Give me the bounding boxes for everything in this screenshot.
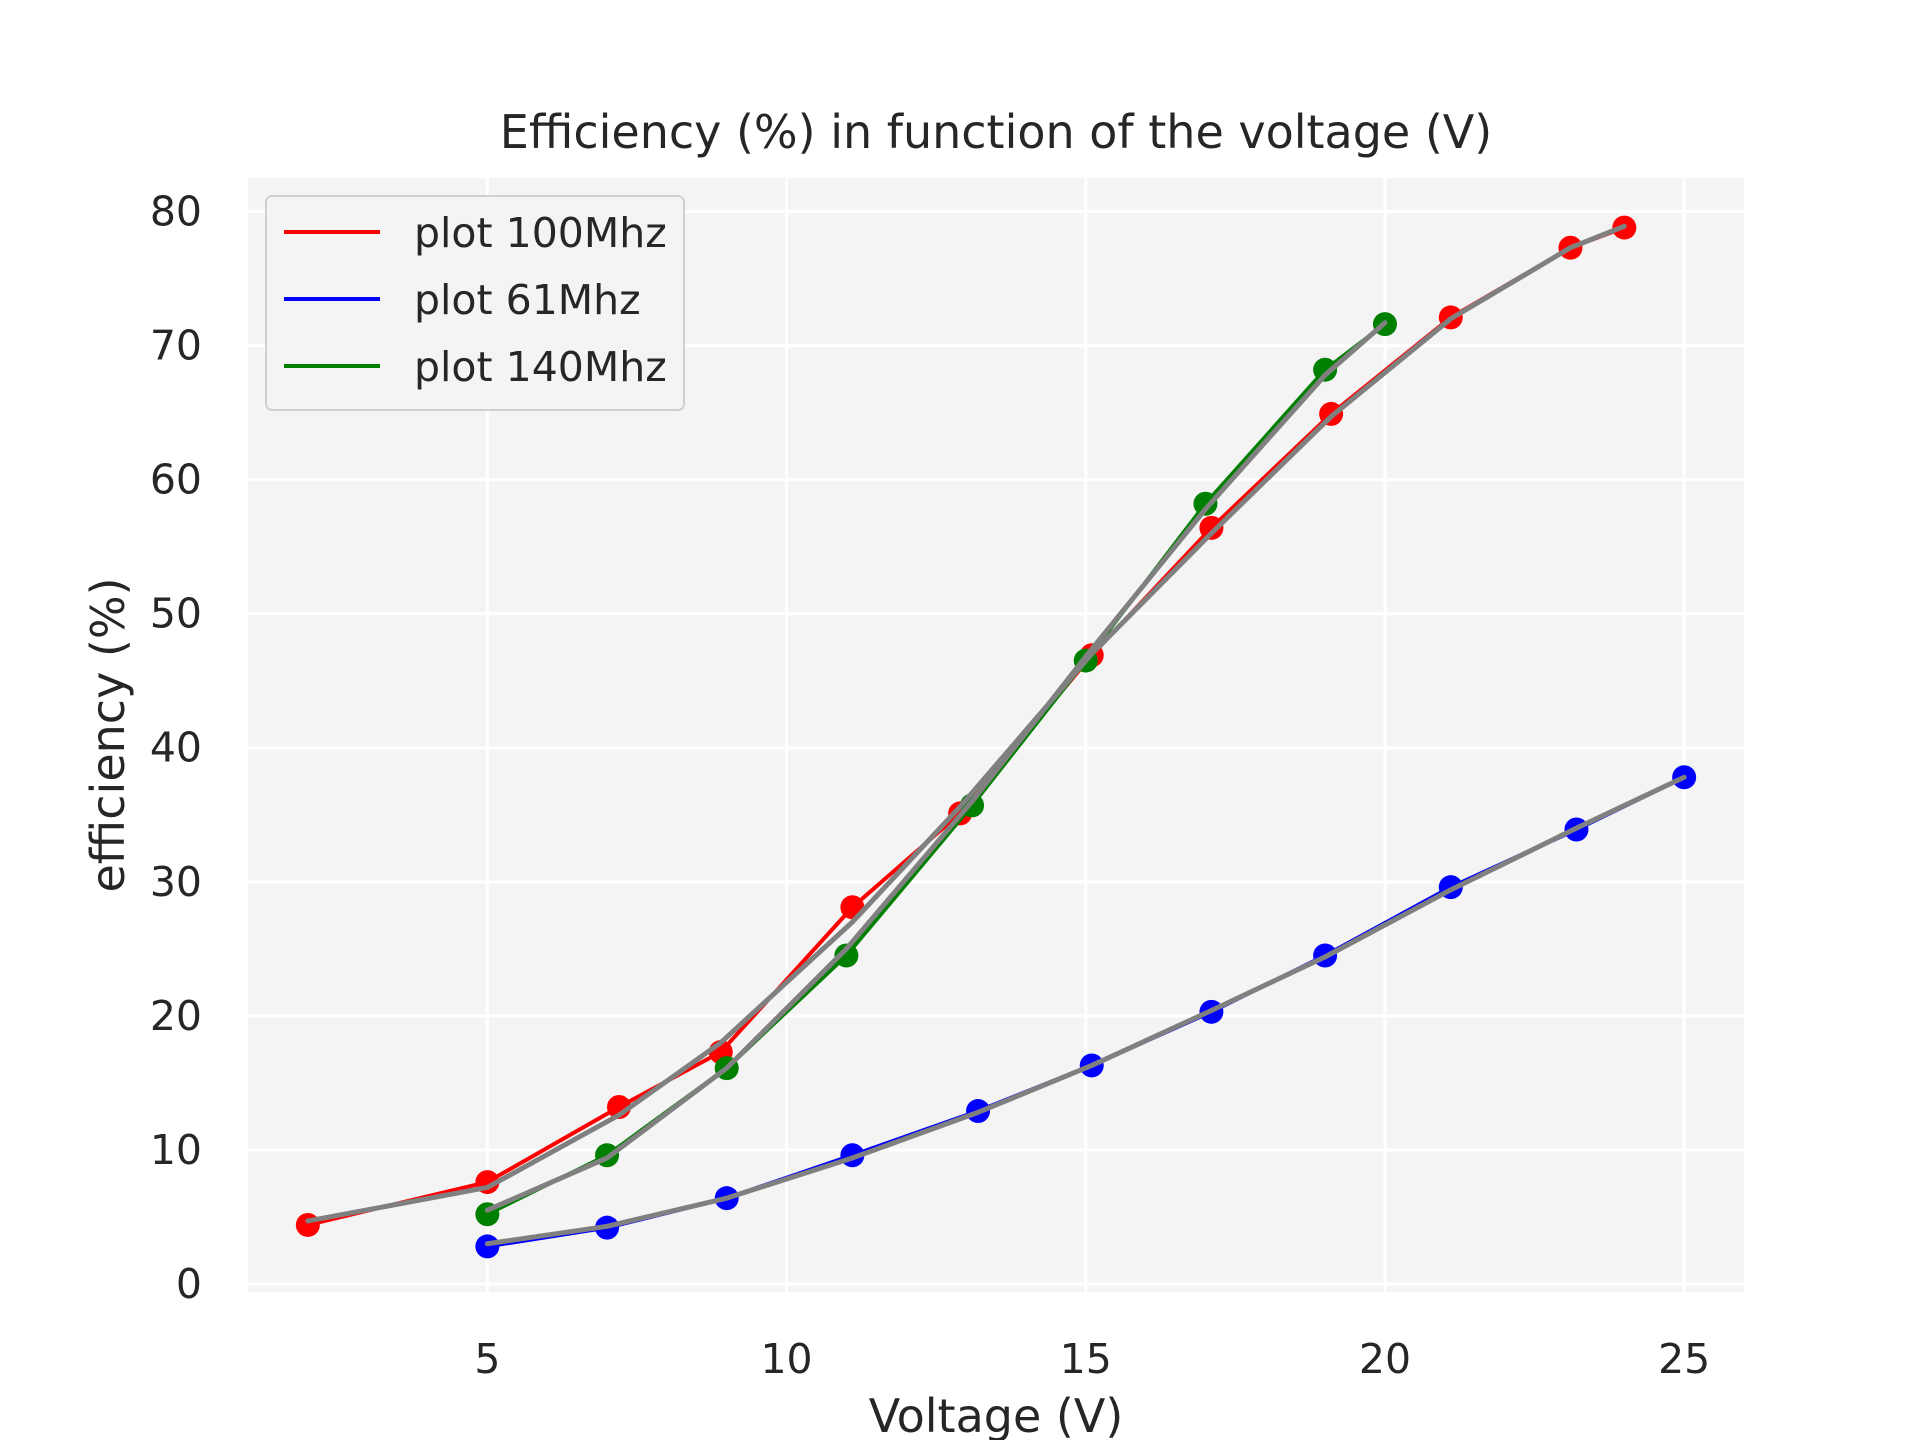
x-tick-label-5: 5	[474, 1335, 500, 1383]
chart-title: Efficiency (%) in function of the voltag…	[500, 105, 1492, 159]
fit-line-plot-140mhz	[484, 320, 1388, 1213]
y-axis-label: efficiency (%)	[81, 577, 135, 892]
y-tick-label-60: 60	[150, 456, 202, 504]
grid	[248, 178, 1744, 1292]
tick-labels: 5 10 15 20 25 0 10 20 30 40 50 60 70 80	[150, 188, 1710, 1383]
series-layer	[295, 215, 1697, 1259]
legend-label-61mhz: plot 61Mhz	[414, 276, 641, 324]
data-point-plot-61mhz-0	[475, 1234, 500, 1259]
legend-frame	[265, 195, 685, 411]
y-tick-label-80: 80	[150, 188, 202, 236]
y-tick-label-10: 10	[150, 1126, 202, 1174]
data-point-plot-140mhz-7	[1313, 357, 1338, 382]
y-tick-label-20: 20	[150, 992, 202, 1040]
data-point-plot-100mhz-0	[295, 1212, 320, 1237]
x-tick-label-20: 20	[1359, 1335, 1411, 1383]
legend: plot 100Mhz plot 61Mhz plot 140Mhz	[265, 195, 685, 411]
data-point-plot-140mhz-3	[834, 943, 859, 968]
data-point-plot-100mhz-7	[1199, 515, 1224, 540]
fit-line-plot-61mhz	[484, 774, 1687, 1247]
y-tick-label-50: 50	[150, 590, 202, 638]
y-tick-label-40: 40	[150, 724, 202, 772]
y-tick-label-0: 0	[176, 1260, 202, 1308]
legend-label-140mhz: plot 140Mhz	[414, 343, 667, 391]
y-tick-label-70: 70	[150, 322, 202, 370]
y-tick-label-30: 30	[150, 858, 202, 906]
data-point-plot-140mhz-6	[1193, 491, 1218, 516]
legend-label-100mhz: plot 100Mhz	[414, 209, 667, 257]
x-tick-label-25: 25	[1658, 1335, 1710, 1383]
x-tick-label-10: 10	[760, 1335, 812, 1383]
x-axis-label: Voltage (V)	[869, 1389, 1124, 1440]
x-tick-label-15: 15	[1060, 1335, 1112, 1383]
